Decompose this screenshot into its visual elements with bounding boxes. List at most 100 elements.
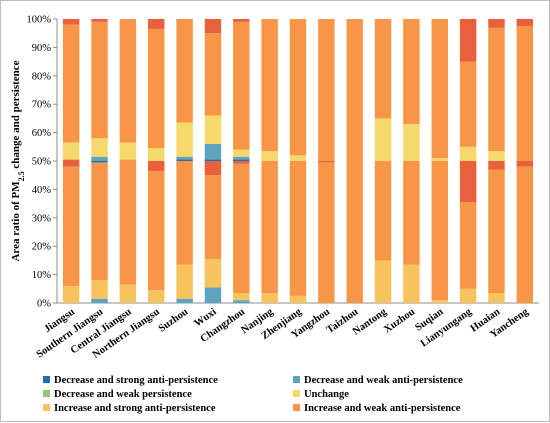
bar-yancheng [516,19,534,303]
bar-segment-isa [488,293,505,303]
bar-segment-isp [233,19,250,22]
bar-segment-iwa [233,21,250,150]
legend-item-unc: Unchange [293,389,349,400]
bar-segment-dwa [176,156,193,160]
bar-segment-isa [261,293,278,303]
y-axis-title-text: Area ratio of PM2.5 change and persisten… [10,60,26,261]
bar-segment-iwa [148,28,165,149]
bar-segment-dsa [204,159,222,161]
legend-item-dwa: Decrease and weak anti-persistence [293,375,463,386]
legend-label: Increase and strong anti-persistence [54,403,216,414]
legend-swatch [293,390,300,397]
bar-segment-iwa [459,61,477,147]
bar-zhenjiang [289,19,307,303]
bar-segment-dwa [204,143,222,160]
legend-label: Decrease and weak anti-persistence [304,375,463,386]
bar-segment-isp [62,19,80,25]
x-tick-label: Suzhou [157,306,191,334]
bar-segment-dsa [233,159,250,161]
bar-segment-dsa [91,161,108,163]
bar-suqian [431,19,448,303]
bar-lianyungang [459,19,477,303]
bar-segment-isp [488,19,505,28]
bar-segment-isa [91,280,108,299]
bar-segment-isp [91,19,108,22]
legend-swatch [43,390,50,397]
bar-taizhou [346,19,363,303]
bar-segment-isa [459,288,477,303]
y-tick-label: 60% [32,128,52,139]
bar-segment-iwa [516,26,534,161]
bar-segment-isp [459,19,477,62]
bar-segment-isa [289,295,307,303]
bar-segment-iwa [62,24,80,143]
bar-segment-isp [233,161,250,164]
y-tick-label: 40% [32,185,52,196]
bar-segment-iwa [261,19,278,152]
bar-segment-unc [488,151,505,161]
y-axis-title-sub: 2.5 [17,171,26,181]
bar-segment-unc [204,115,222,144]
y-tick-label: 0% [37,299,51,310]
bar-segment-iwa [346,161,363,303]
bar-segment-iwa [289,19,307,156]
bar-segment-unc [403,124,420,161]
bar-segment-isp [62,159,80,167]
bar-segment-isp [459,161,477,203]
y-axis-title-main: Area ratio of PM [10,181,22,262]
bar-segment-iwa [91,162,108,281]
y-tick-label: 20% [32,242,52,253]
legend-swatch [43,404,50,411]
bar-nanjing [261,19,278,303]
bar-segment-dwa [233,300,250,303]
legend-swatch [43,376,50,383]
bar-segment-dwa [204,287,222,303]
legend-label: Decrease and strong anti-persistence [54,375,218,386]
bar-wuxi [204,19,222,303]
bar-segment-isp [148,19,165,29]
bar-segment-isa [119,284,137,303]
bar-huaian [488,19,505,303]
bar-segment-isp [204,161,222,176]
bar-segment-iwa [403,19,420,125]
bar-segment-isp [488,161,505,170]
y-tick-label: 80% [32,71,52,82]
bar-yangzhou [318,19,335,303]
y-tick-label: 10% [32,270,52,281]
bar-northern-jiangsu [148,19,165,303]
bar-segment-unc [261,151,278,161]
bar-changzhou [233,19,250,303]
legend-label: Unchange [304,389,349,400]
bar-segment-iwa [403,161,420,265]
bar-segment-iwa [318,19,335,161]
bar-segment-iwa [91,21,108,139]
bar-segment-iwa [119,19,137,143]
bar-segment-iwa [488,169,505,294]
bar-nantong [374,19,392,303]
bar-suzhou [176,19,193,303]
legend-item-iwa: Increase and weak anti-persistence [293,403,461,414]
bar-segment-isa [374,260,392,303]
bar-segment-dwa [176,298,193,303]
bar-segment-iwa [374,19,392,119]
y-tick-label: 30% [32,213,52,224]
bar-segment-iwa [204,33,222,116]
legend-label: Increase and weak anti-persistence [304,403,461,414]
bar-segment-iwa [488,27,505,152]
bar-segment-unc [374,118,392,161]
legend-swatch [293,376,300,383]
bar-segment-unc [176,122,193,157]
bar-segment-iwa [176,19,193,123]
legend: Decrease and strong anti-persistence Decr… [43,375,463,414]
bar-segment-iwa [176,161,193,265]
bar-segment-unc [289,155,307,161]
bar-segment-isp [148,161,165,171]
y-tick-label: 70% [32,100,52,111]
bar-segment-isa [148,290,165,303]
bar-segment-isp [516,161,534,167]
legend-item-dsa: Decrease and strong anti-persistence [43,375,218,386]
bar-segment-iwa [204,175,222,259]
bar-segment-isp [204,19,222,34]
